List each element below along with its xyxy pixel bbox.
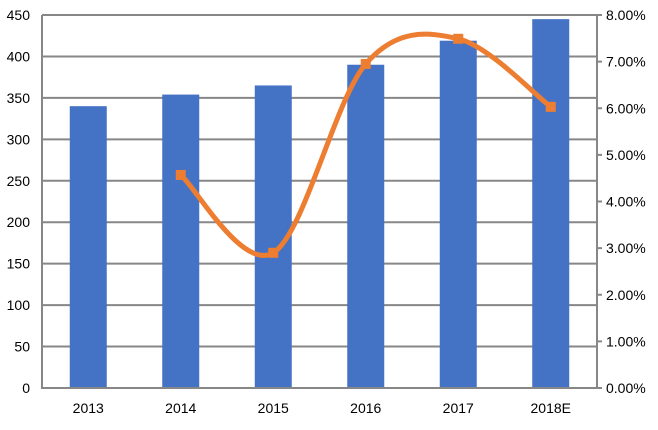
line-marker [175, 169, 186, 180]
left-axis-label: 50 [14, 339, 30, 355]
line-marker [453, 33, 464, 44]
right-axis-label: 1.00% [606, 333, 646, 349]
x-axis-label: 2017 [443, 400, 474, 416]
x-axis-label: 2016 [350, 400, 381, 416]
bar-2017 [439, 40, 477, 388]
x-axis-label: 2018E [531, 400, 571, 416]
left-axis-label: 0 [22, 380, 30, 396]
bar-2013 [69, 106, 107, 388]
growth-line [178, 31, 554, 258]
right-axis-label: 4.00% [606, 194, 646, 210]
left-axis-label: 100 [7, 297, 31, 313]
bar-2016 [347, 64, 385, 388]
axes [41, 14, 602, 389]
left-axis-labels: 0 50 100 150 200 250 300 350 400 450 [7, 7, 31, 396]
x-axis-label: 2013 [73, 400, 104, 416]
right-axis-label: 7.00% [606, 54, 646, 70]
left-axis-label: 250 [7, 173, 31, 189]
right-axis-labels: 0.00% 1.00% 2.00% 3.00% 4.00% 5.00% 6.00% 7.00%… [606, 7, 646, 396]
right-axis-label: 5.00% [606, 147, 646, 163]
right-axis-label: 2.00% [606, 287, 646, 303]
left-axis-label: 400 [7, 48, 31, 64]
left-axis-label: 350 [7, 90, 31, 106]
line-marker [268, 247, 279, 258]
left-axis-label: 200 [7, 214, 31, 230]
gridlines [42, 14, 597, 348]
right-axis-label: 8.00% [606, 7, 646, 23]
left-axis-label: 450 [7, 7, 31, 23]
bar-2018E [532, 19, 570, 389]
x-axis-label: 2014 [165, 400, 196, 416]
x-axis-label: 2015 [258, 400, 289, 416]
bar-series [69, 19, 570, 389]
x-axis-labels: 2013 2014 2015 2016 2017 2018E [73, 400, 571, 416]
line-marker [545, 101, 556, 112]
right-axis-label: 6.00% [606, 100, 646, 116]
left-axis-label: 300 [7, 131, 31, 147]
left-axis-label: 150 [7, 256, 31, 272]
right-axis-label: 3.00% [606, 240, 646, 256]
right-axis-label: 0.00% [606, 380, 646, 396]
line-marker [360, 58, 371, 69]
bar-2014 [162, 94, 200, 388]
line-series [175, 31, 556, 258]
